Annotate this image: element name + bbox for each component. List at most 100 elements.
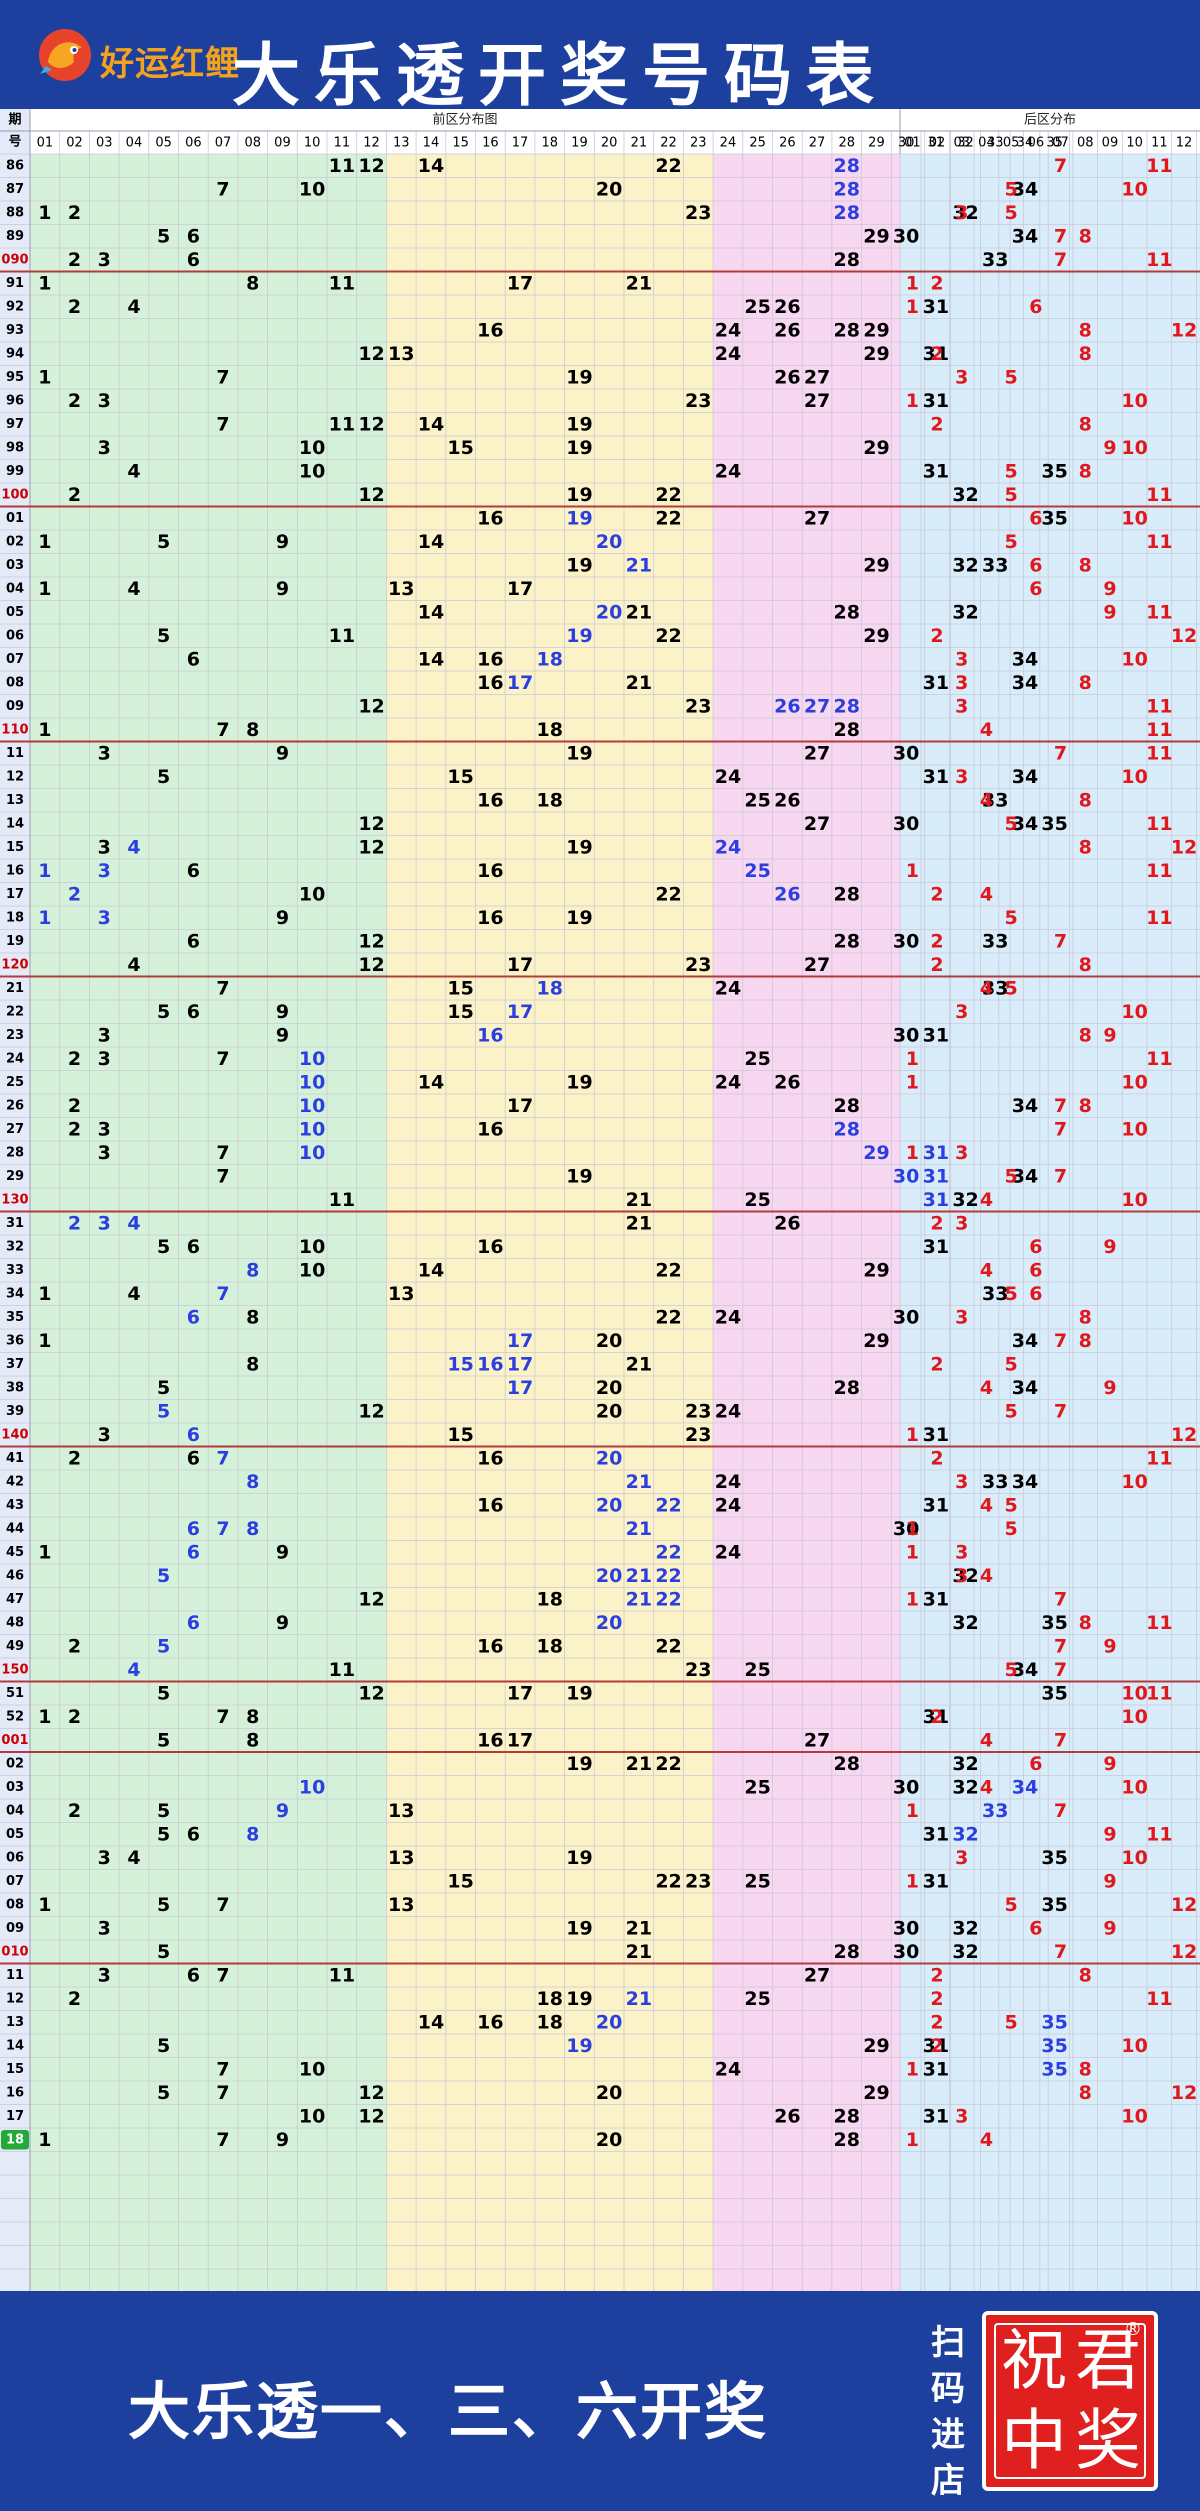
front-column-header: 35 [1046, 136, 1063, 151]
front-number: 12 [358, 954, 384, 976]
period-label: 17 [6, 887, 24, 902]
front-number: 20 [596, 531, 622, 553]
front-number: 24 [715, 766, 741, 788]
period-label: 15 [6, 840, 24, 855]
front-number: 9 [276, 1024, 289, 1046]
period-label: 45 [6, 1545, 24, 1560]
front-number: 25 [744, 1048, 770, 1070]
front-number: 18 [537, 1988, 563, 2010]
back-number: 3 [955, 672, 968, 694]
front-number: 8 [246, 1353, 259, 1375]
period-label: 130 [1, 1192, 28, 1207]
period-label: 44 [6, 1521, 24, 1536]
back-number: 7 [1054, 225, 1067, 247]
front-column-header: 04 [126, 136, 143, 151]
front-number: 12 [358, 1588, 384, 1610]
back-number: 6 [1029, 1917, 1042, 1939]
back-number: 9 [1103, 1823, 1116, 1845]
back-number: 4 [980, 1494, 993, 1516]
front-number: 25 [744, 1870, 770, 1892]
period-label: 93 [6, 323, 24, 338]
front-number: 28 [834, 155, 860, 177]
period-label: 25 [6, 1075, 24, 1090]
front-number: 5 [157, 2082, 170, 2104]
front-number: 20 [596, 1447, 622, 1469]
front-number: 15 [447, 437, 473, 459]
front-number: 27 [804, 366, 830, 388]
back-number: 1 [906, 1870, 919, 1892]
front-number: 9 [276, 907, 289, 929]
period-label: 13 [6, 2015, 24, 2030]
back-number: 9 [1103, 601, 1116, 623]
zone-header-bg [30, 109, 1200, 131]
front-number: 32 [952, 1612, 978, 1634]
front-number: 2 [68, 883, 81, 905]
front-number: 31 [923, 1024, 949, 1046]
period-label: 29 [6, 1169, 24, 1184]
back-number: 5 [1005, 1165, 1018, 1187]
back-column-header: 07 [1052, 136, 1069, 151]
front-number: 4 [127, 1283, 140, 1305]
front-number: 1 [38, 860, 51, 882]
back-number: 7 [1054, 930, 1067, 952]
front-column-header: 02 [66, 136, 83, 151]
front-number: 6 [187, 1001, 200, 1023]
back-number: 2 [930, 883, 943, 905]
front-number: 33 [982, 554, 1008, 576]
front-column-header: 32 [957, 136, 974, 151]
front-number: 7 [216, 1894, 229, 1916]
front-number: 32 [952, 1917, 978, 1939]
front-number: 33 [982, 1283, 1008, 1305]
back-number: 3 [955, 648, 968, 670]
front-number: 34 [1012, 1377, 1038, 1399]
front-number: 16 [477, 1353, 503, 1375]
front-number: 18 [537, 719, 563, 741]
front-number: 13 [388, 1847, 414, 1869]
front-number: 32 [952, 1823, 978, 1845]
front-number: 20 [596, 601, 622, 623]
front-number: 29 [863, 625, 889, 647]
front-number: 33 [982, 930, 1008, 952]
period-label: 39 [6, 1404, 24, 1419]
back-number: 11 [1146, 719, 1172, 741]
front-number: 9 [276, 531, 289, 553]
back-number: 1 [906, 1588, 919, 1610]
back-number: 4 [980, 2129, 993, 2151]
period-label: 110 [1, 722, 28, 737]
front-number: 1 [38, 1894, 51, 1916]
period-label: 07 [6, 652, 24, 667]
front-number: 7 [216, 2082, 229, 2104]
front-number: 17 [507, 1001, 533, 1023]
front-number: 25 [744, 1189, 770, 1211]
front-number: 5 [157, 1894, 170, 1916]
front-number: 3 [98, 836, 111, 858]
front-number: 5 [157, 1729, 170, 1751]
front-number: 25 [744, 296, 770, 318]
back-number: 2 [930, 413, 943, 435]
front-number: 18 [537, 2011, 563, 2033]
front-number: 11 [329, 413, 355, 435]
front-number: 2 [68, 296, 81, 318]
period-label: 34 [6, 1286, 24, 1301]
front-number: 35 [1041, 813, 1067, 835]
back-number: 7 [1054, 1330, 1067, 1352]
front-number: 11 [329, 272, 355, 294]
front-column-header: 27 [809, 136, 826, 151]
front-number: 14 [418, 601, 444, 623]
front-number: 28 [834, 930, 860, 952]
period-label: 35 [6, 1310, 24, 1325]
front-number: 22 [655, 507, 681, 529]
front-number: 10 [299, 1776, 325, 1798]
back-number: 2 [930, 2011, 943, 2033]
front-number: 10 [299, 1071, 325, 1093]
period-label: 02 [6, 1756, 24, 1771]
front-number: 4 [127, 1847, 140, 1869]
front-number: 15 [447, 977, 473, 999]
back-number: 9 [1103, 1870, 1116, 1892]
back-number: 7 [1054, 1588, 1067, 1610]
back-number: 4 [980, 719, 993, 741]
front-number: 17 [507, 1353, 533, 1375]
front-number: 30 [893, 1306, 919, 1328]
front-number: 22 [655, 484, 681, 506]
front-number: 21 [626, 1353, 652, 1375]
